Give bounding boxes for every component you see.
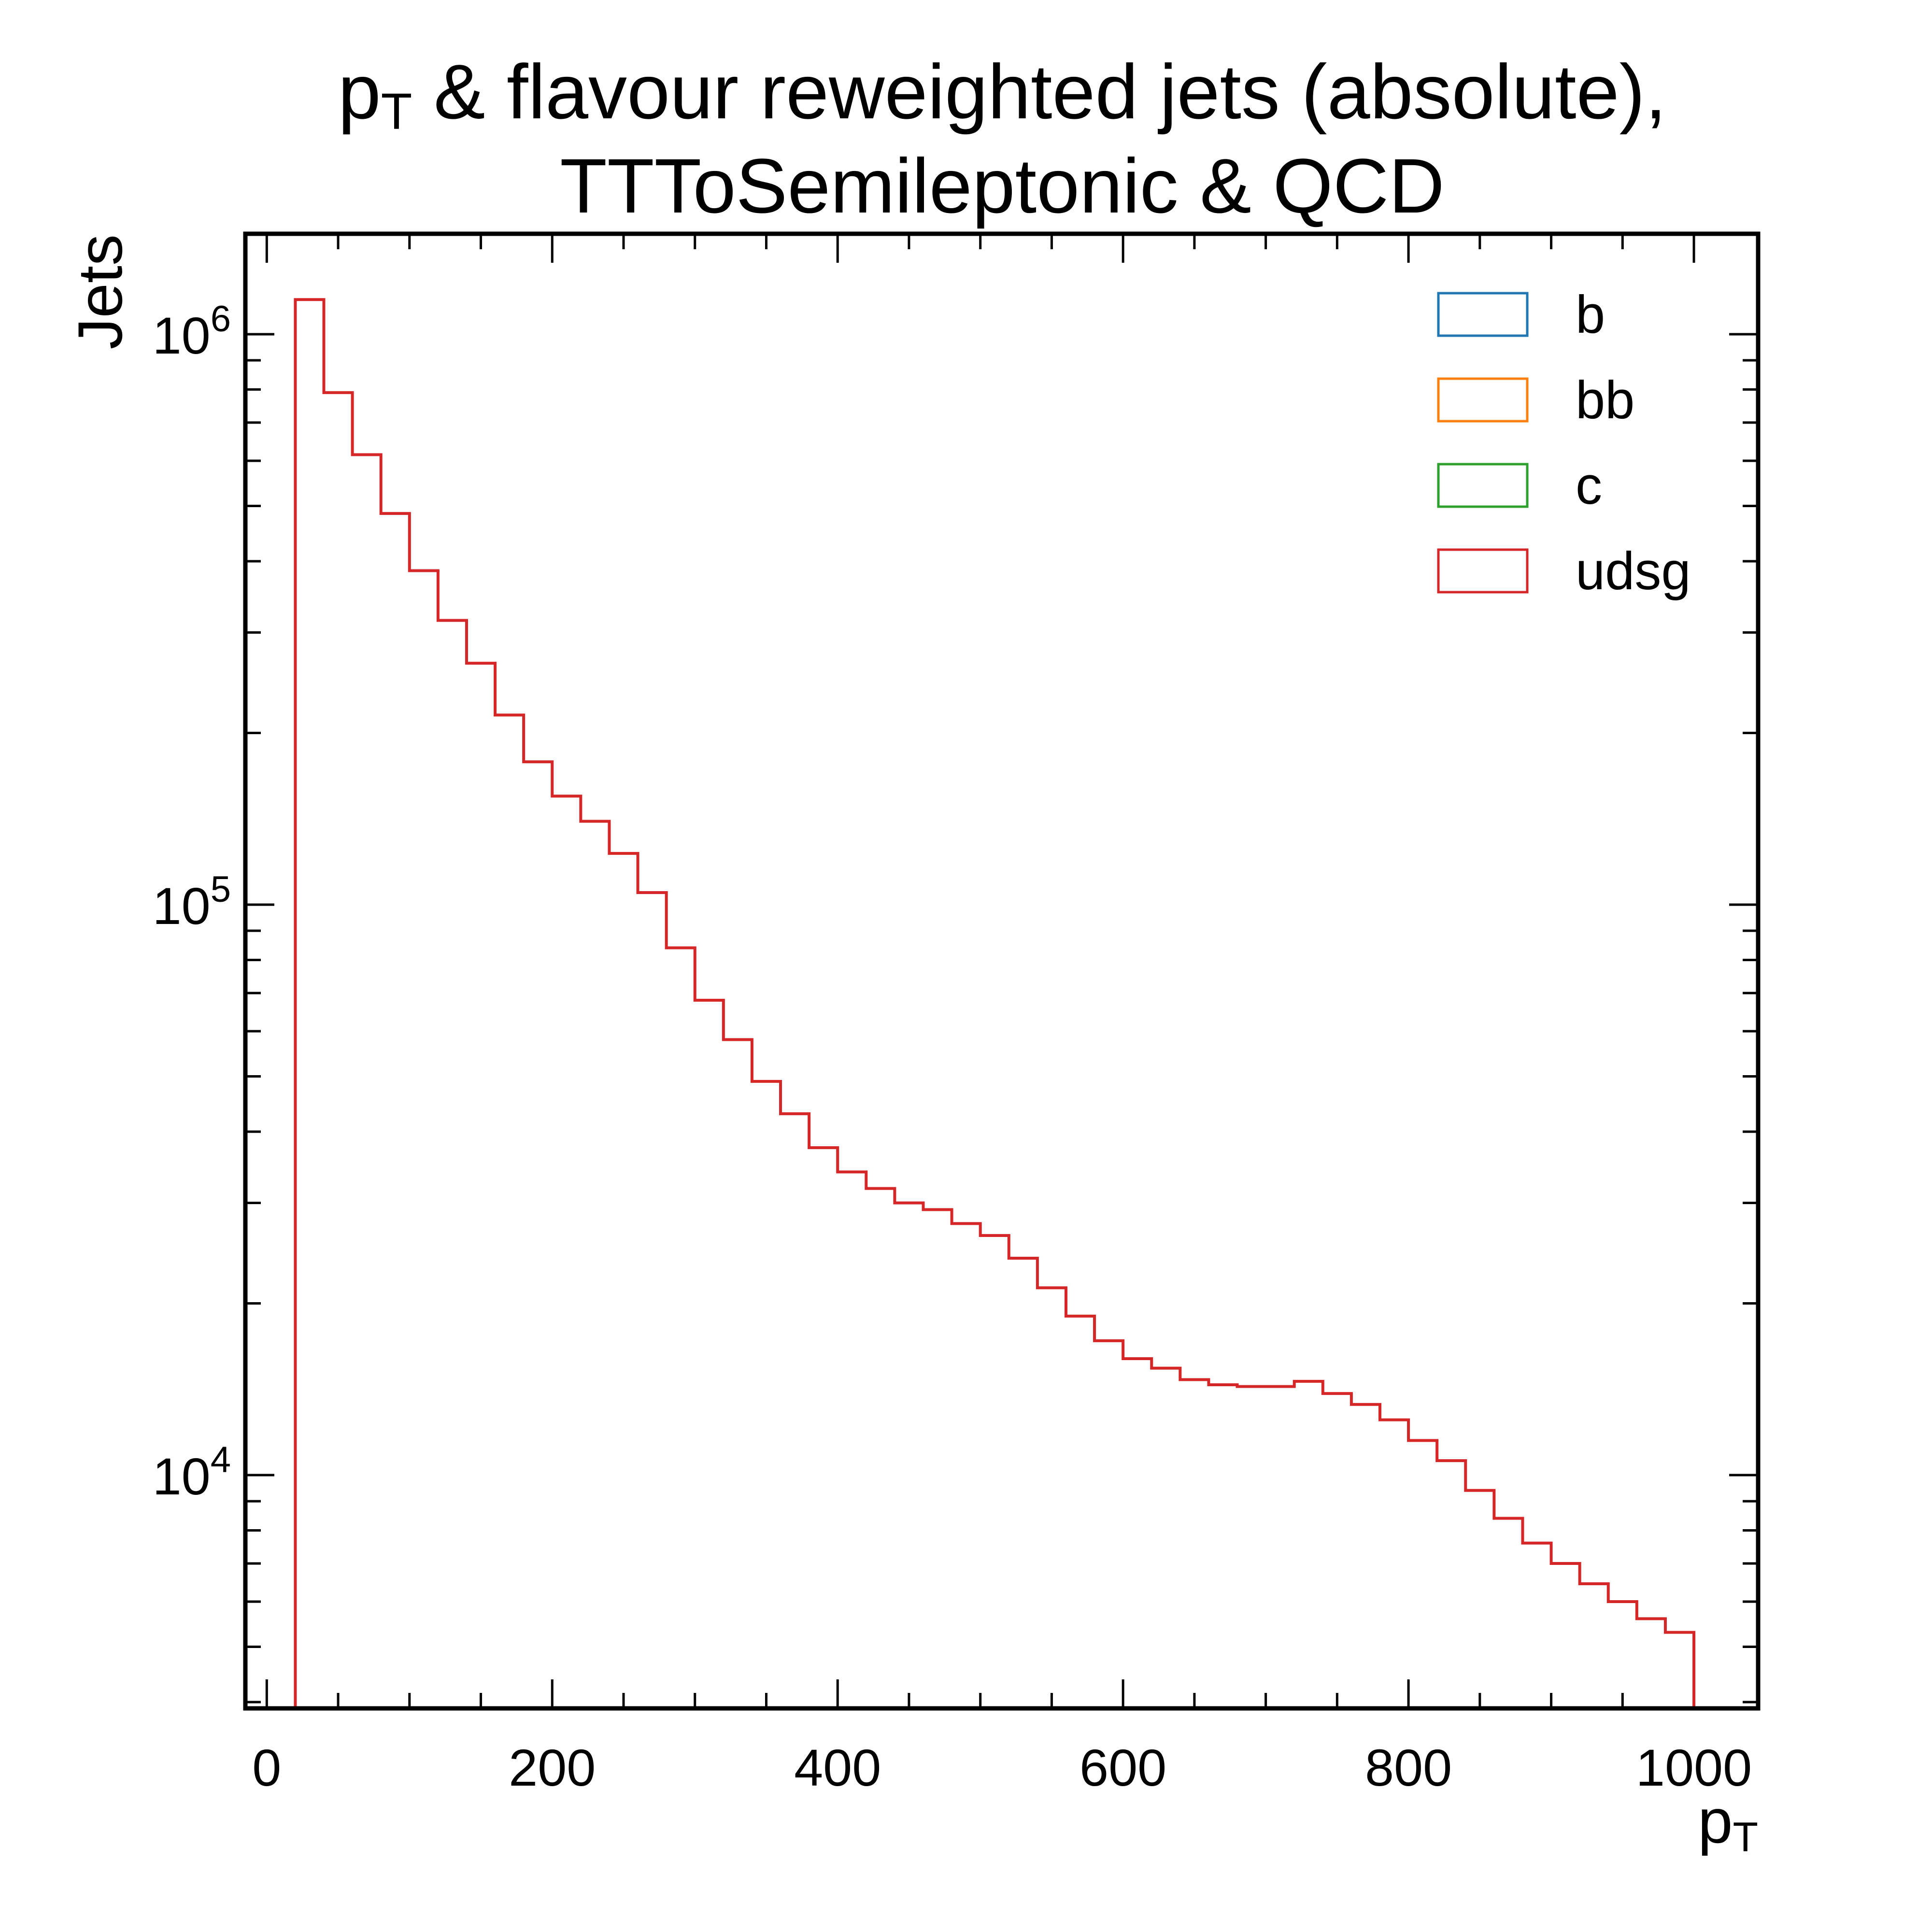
legend-label-udsg: udsg (1576, 541, 1691, 601)
legend-swatch-bb (1437, 377, 1529, 423)
x-tick-label: 800 (1365, 1738, 1452, 1797)
plot-frame (243, 231, 1761, 1711)
x-tick-label: 0 (252, 1738, 281, 1797)
title-subscript: T (381, 83, 412, 140)
x-tick-label: 400 (794, 1738, 881, 1797)
legend-swatch-udsg (1437, 548, 1529, 594)
y-tick-label-base: 10 (153, 1447, 211, 1506)
x-tick-label: 1000 (1636, 1738, 1752, 1797)
legend-swatch-c (1437, 463, 1529, 508)
y-tick-label-exponent: 5 (211, 869, 231, 910)
series-layer (294, 298, 1696, 1708)
legend-label-b: b (1576, 285, 1605, 344)
title-rest: & flavour reweighted jets (absolute), (412, 48, 1666, 135)
series-udsg-histogram (294, 298, 1696, 1708)
legend-swatch-b (1437, 292, 1529, 337)
y-tick-label-exponent: 4 (211, 1439, 231, 1480)
y-tick-label-base: 10 (153, 877, 211, 935)
xlabel-subscript: T (1733, 1814, 1758, 1861)
x-axis-label: pT (1698, 1786, 1758, 1861)
title-p: p (338, 48, 381, 135)
legend-label-c: c (1576, 456, 1602, 515)
chart-title-line2: TTToSemileptonic & QCD (560, 142, 1445, 229)
x-tick-label: 200 (509, 1738, 596, 1797)
y-tick-label: 106 (153, 298, 231, 365)
y-tick-label: 105 (153, 869, 231, 935)
y-tick-label: 104 (153, 1439, 231, 1506)
y-axis-label: Jets (65, 234, 135, 349)
y-tick-label-exponent: 6 (211, 298, 231, 340)
legend-label-bb: bb (1576, 370, 1634, 430)
x-tick-label: 600 (1080, 1738, 1166, 1797)
y-tick-label-base: 10 (153, 306, 211, 365)
chart-title-line1: pT & flavour reweighted jets (absolute), (338, 48, 1667, 140)
xlabel-p: p (1698, 1786, 1733, 1856)
